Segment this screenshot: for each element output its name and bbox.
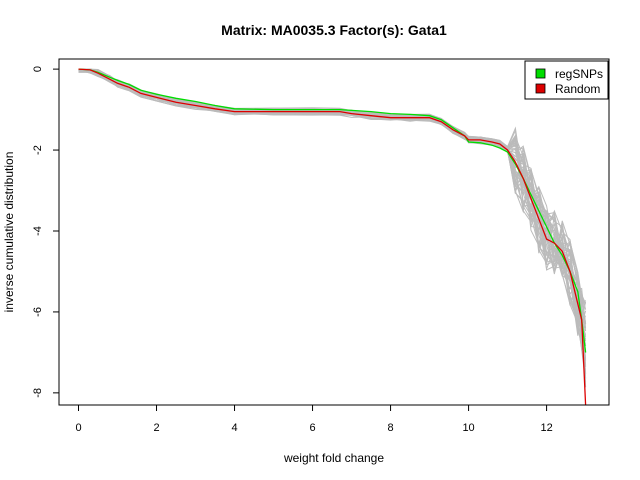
background-series-line — [78, 68, 587, 326]
y-axis-title: inverse cumulative distribution — [2, 152, 16, 313]
background-series-line — [78, 68, 587, 383]
y-tick-label: -4 — [32, 226, 44, 236]
y-tick-label: 0 — [32, 66, 44, 72]
background-series-line — [78, 68, 587, 388]
legend: regSNPs Random — [524, 60, 609, 100]
background-series-line — [78, 70, 587, 374]
x-tick-label: 10 — [462, 422, 474, 434]
chart-title: Matrix: MA0035.3 Factor(s): Gata1 — [221, 22, 447, 38]
legend-swatch-regsnps — [535, 68, 546, 79]
background-series-line — [78, 68, 587, 327]
background-series-line — [78, 69, 587, 379]
y-tick-label: -2 — [32, 145, 44, 155]
legend-label-regsnps: regSNPs — [555, 67, 603, 81]
x-tick-label: 12 — [540, 422, 552, 434]
series-line-random — [78, 68, 587, 406]
background-series-line — [78, 69, 587, 329]
background-series-group — [78, 68, 587, 388]
y-tick-label: -6 — [32, 307, 44, 317]
y-axis: 0 -2 -4 -6 -8 — [32, 66, 60, 398]
background-series-line — [78, 68, 586, 305]
y-tick-label: -8 — [32, 388, 44, 398]
x-tick-label: 0 — [75, 422, 81, 434]
x-axis: 0 2 4 6 8 10 12 — [75, 404, 553, 434]
legend-swatch-random — [535, 83, 546, 94]
legend-label-random: Random — [555, 82, 600, 96]
series-group — [78, 68, 587, 406]
background-series-line — [78, 69, 587, 387]
background-series-line — [78, 70, 587, 367]
background-series-line — [78, 68, 587, 323]
series-line-regsnps — [78, 68, 587, 353]
x-tick-label: 2 — [153, 422, 159, 434]
background-series-line — [78, 68, 586, 324]
x-tick-label: 4 — [231, 422, 237, 434]
background-series-line — [78, 68, 587, 325]
background-series-line — [78, 69, 587, 304]
x-tick-label: 8 — [387, 422, 393, 434]
x-axis-title: weight fold change — [283, 451, 384, 465]
x-tick-label: 6 — [309, 422, 315, 434]
background-series-line — [78, 68, 587, 324]
